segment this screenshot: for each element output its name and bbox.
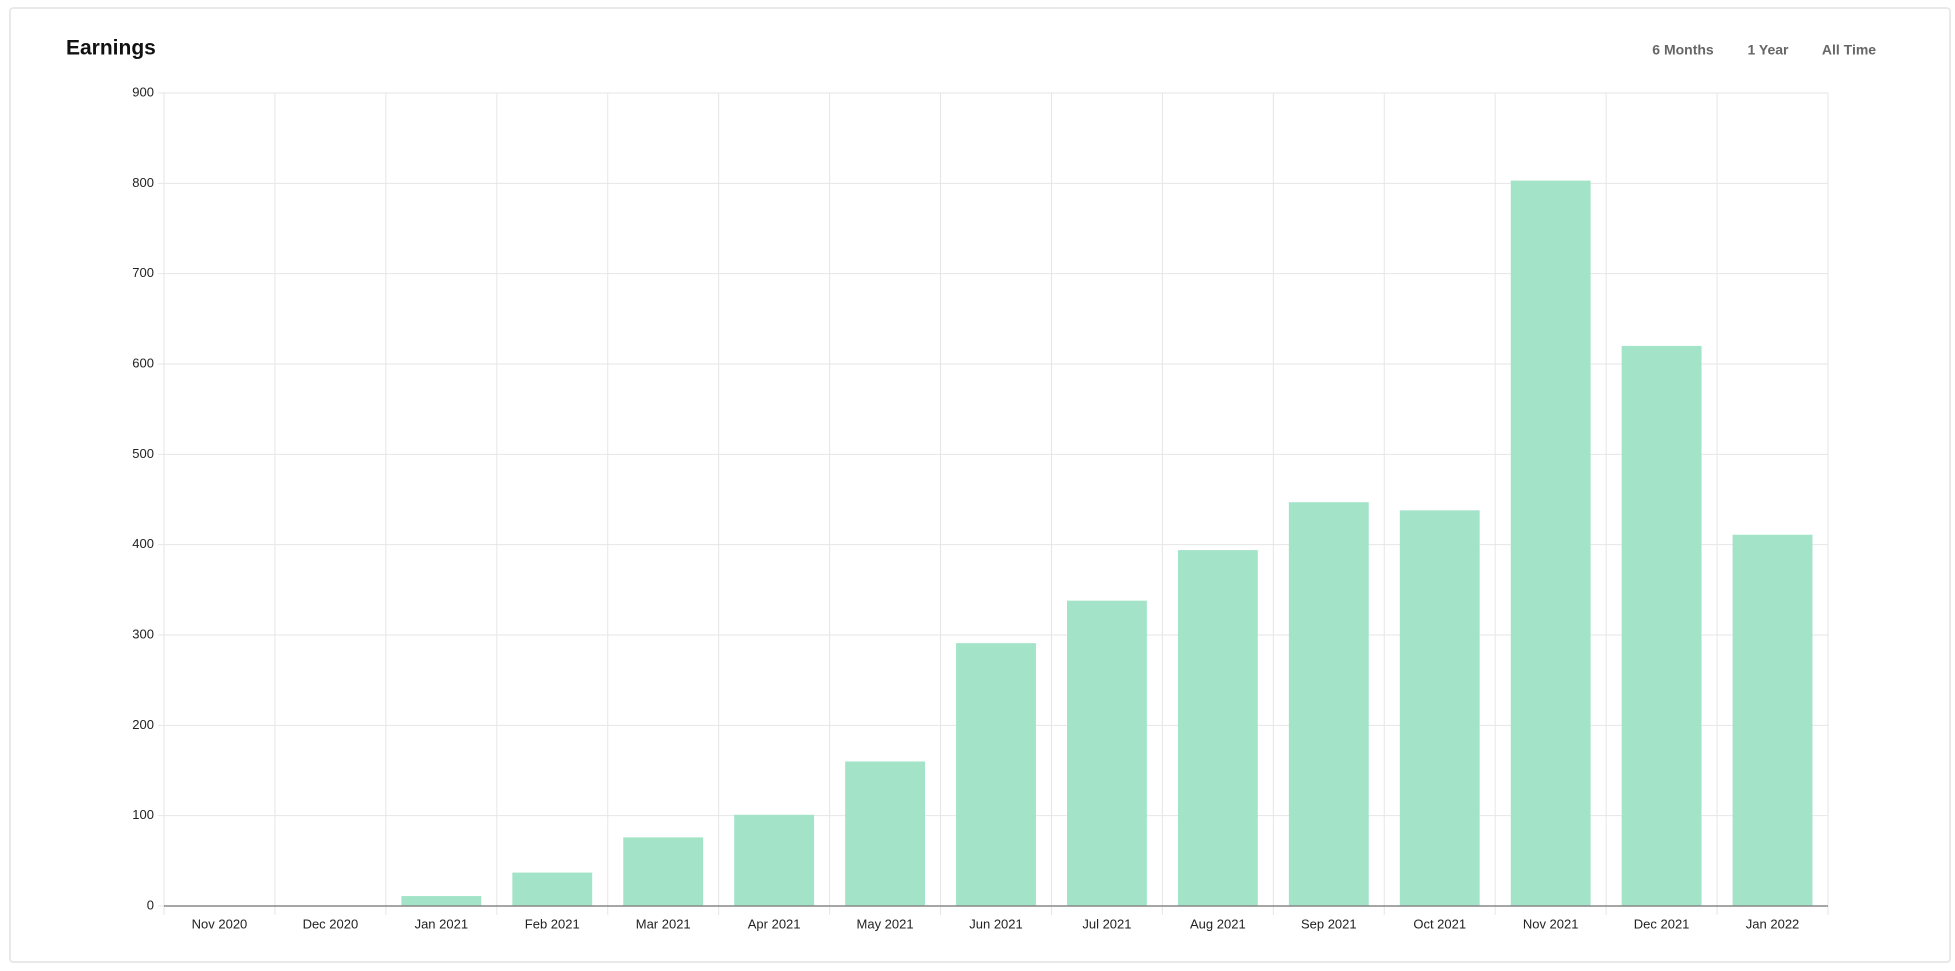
bar [1066,600,1147,906]
bar [845,761,926,906]
x-tick-label: Sep 2021 [1301,916,1357,931]
range-button[interactable]: 6 Months [1652,42,1714,58]
x-tick-label: Jan 2022 [1746,916,1800,931]
bar [1621,345,1702,906]
x-tick-label: Jul 2021 [1082,916,1131,931]
y-tick-label: 100 [132,807,154,822]
y-tick-label: 300 [132,626,154,641]
range-button[interactable]: All Time [1822,42,1876,58]
y-tick-label: 800 [132,175,154,190]
bar [1399,510,1480,906]
x-tick-label: Jan 2021 [415,916,469,931]
y-tick-label: 900 [132,84,154,99]
bar [1510,180,1591,906]
y-tick-label: 700 [132,265,154,280]
x-tick-label: Nov 2020 [192,916,248,931]
range-button[interactable]: 1 Year [1747,42,1789,58]
y-tick-label: 200 [132,717,154,732]
y-tick-label: 0 [147,897,154,912]
x-tick-label: Aug 2021 [1190,916,1246,931]
x-tick-label: Dec 2020 [303,916,359,931]
x-tick-label: Nov 2021 [1523,916,1579,931]
x-tick-label: Oct 2021 [1413,916,1466,931]
y-tick-label: 600 [132,355,154,370]
bar [512,872,593,906]
y-tick-label: 400 [132,536,154,551]
x-tick-label: Feb 2021 [525,916,580,931]
bar [1732,534,1813,906]
bar [1177,550,1258,906]
x-tick-label: Mar 2021 [636,916,691,931]
bar [1288,502,1369,906]
bar [401,896,482,906]
bar [956,643,1036,906]
chart-title: Earnings [66,37,156,60]
y-tick-label: 500 [132,446,154,461]
x-tick-label: Apr 2021 [748,916,801,931]
bar [623,837,704,906]
x-tick-label: Dec 2021 [1634,916,1690,931]
x-tick-label: Jun 2021 [969,916,1023,931]
x-tick-label: May 2021 [857,916,914,931]
bar [734,814,815,906]
